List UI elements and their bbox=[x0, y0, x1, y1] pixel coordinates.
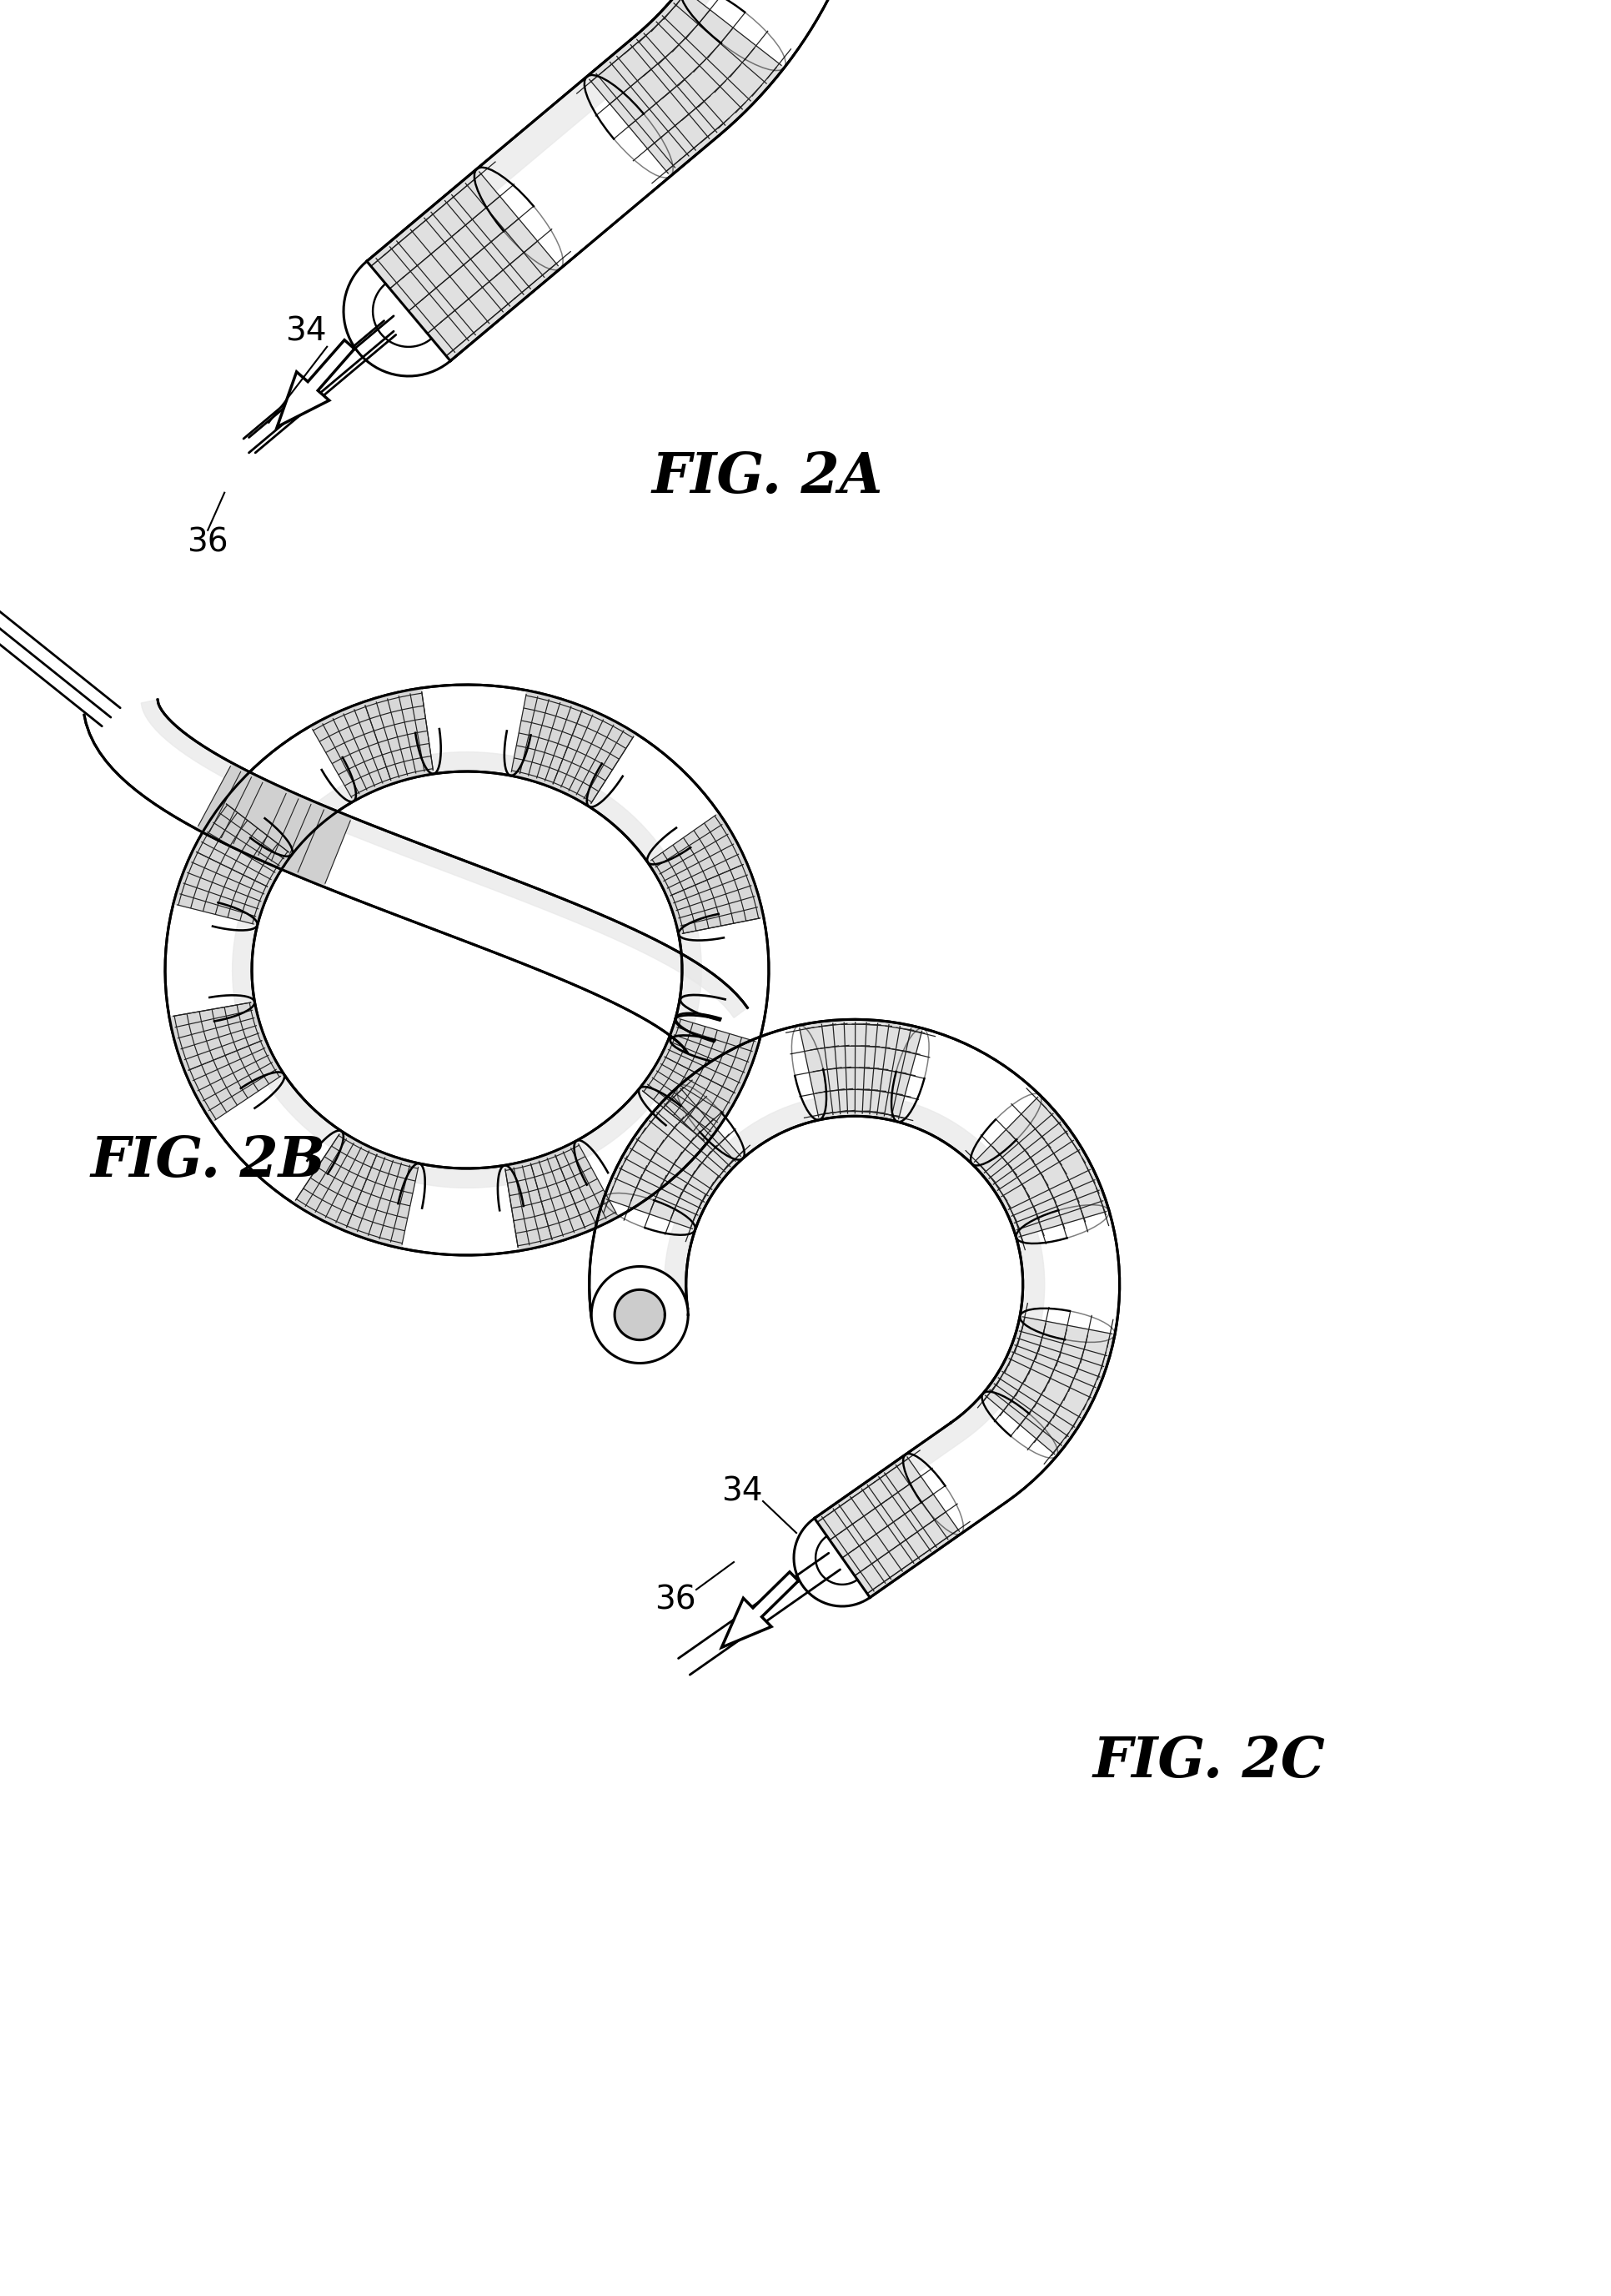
Text: 34: 34 bbox=[722, 1476, 762, 1506]
Polygon shape bbox=[586, 0, 785, 177]
Polygon shape bbox=[590, 1019, 1120, 1598]
Polygon shape bbox=[664, 1095, 1044, 1536]
Polygon shape bbox=[983, 1316, 1115, 1456]
Polygon shape bbox=[722, 1573, 799, 1649]
Polygon shape bbox=[367, 170, 561, 360]
Polygon shape bbox=[794, 1518, 870, 1607]
Polygon shape bbox=[311, 689, 433, 801]
Polygon shape bbox=[164, 684, 768, 1256]
Polygon shape bbox=[799, 1019, 923, 1123]
Polygon shape bbox=[232, 751, 701, 1187]
Text: 34: 34 bbox=[285, 317, 327, 347]
Polygon shape bbox=[511, 691, 636, 806]
Text: 36: 36 bbox=[187, 526, 229, 558]
Polygon shape bbox=[591, 1267, 688, 1364]
Polygon shape bbox=[971, 1095, 1108, 1238]
Polygon shape bbox=[604, 1086, 743, 1231]
Polygon shape bbox=[169, 1001, 284, 1123]
Polygon shape bbox=[615, 1290, 665, 1341]
Text: 36: 36 bbox=[654, 1584, 696, 1616]
Text: FIG. 2B: FIG. 2B bbox=[90, 1134, 325, 1189]
Polygon shape bbox=[197, 762, 351, 886]
Polygon shape bbox=[92, 0, 778, 285]
Polygon shape bbox=[174, 801, 292, 925]
Polygon shape bbox=[27, 0, 880, 360]
Polygon shape bbox=[648, 813, 764, 934]
Polygon shape bbox=[277, 340, 354, 427]
Polygon shape bbox=[293, 1132, 419, 1249]
Polygon shape bbox=[640, 1017, 759, 1143]
Polygon shape bbox=[815, 1453, 962, 1598]
Text: FIG. 2A: FIG. 2A bbox=[651, 450, 883, 505]
Polygon shape bbox=[84, 700, 748, 1052]
Polygon shape bbox=[504, 1141, 619, 1251]
Polygon shape bbox=[343, 262, 451, 377]
Polygon shape bbox=[142, 700, 748, 1017]
Text: FIG. 2C: FIG. 2C bbox=[1092, 1736, 1326, 1789]
